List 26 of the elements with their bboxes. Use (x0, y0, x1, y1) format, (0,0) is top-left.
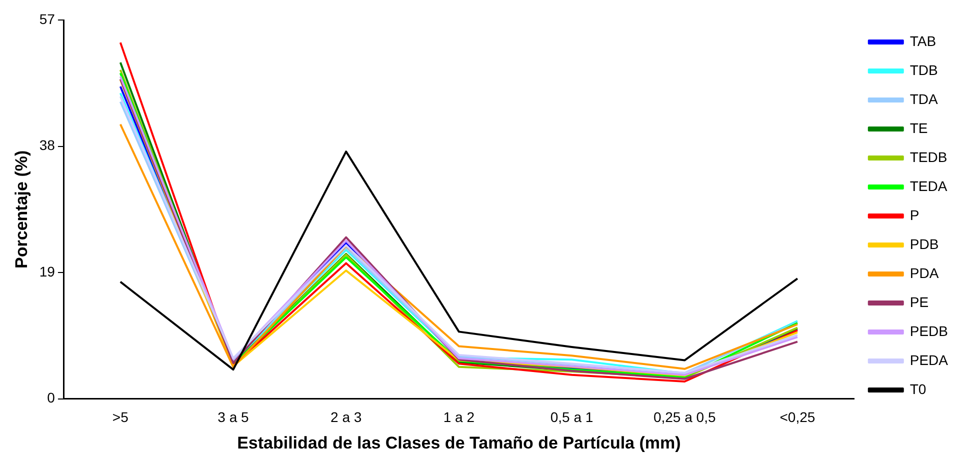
y-axis-title: Porcentaje (%) (12, 150, 31, 268)
legend-label: PDA (910, 264, 940, 281)
legend-label: TEDB (910, 148, 948, 165)
legend-label: TDB (910, 62, 938, 78)
x-tick-label: >5 (112, 409, 129, 426)
legend-label: TAB (910, 32, 936, 49)
legend-label: T0 (910, 380, 926, 397)
x-tick-label: 0,25 a 0,5 (653, 409, 716, 426)
x-tick-label: 1 a 2 (443, 409, 475, 426)
x-tick-label: 3 a 5 (218, 409, 250, 426)
y-tick-label: 57 (39, 10, 56, 27)
legend-label: PEDA (910, 352, 949, 368)
x-axis-title: Estabilidad de las Clases de Tamaño de Partícula (mm) (237, 433, 681, 452)
legend-label: PDB (910, 236, 939, 252)
y-tick-label: 19 (39, 263, 56, 280)
legend-label: PE (910, 294, 929, 310)
x-tick-label: 2 a 3 (330, 409, 362, 426)
legend-label: P (910, 206, 920, 223)
legend-label: TE (910, 120, 928, 136)
legend-label: TEDA (910, 178, 948, 194)
legend-label: PEDB (910, 322, 948, 339)
x-tick-label: <0,25 (780, 409, 816, 426)
x-tick-label: 0,5 a 1 (550, 409, 594, 426)
y-tick-label: 38 (39, 137, 56, 154)
y-tick-label: 0 (47, 390, 56, 406)
legend-label: TDA (910, 90, 939, 107)
